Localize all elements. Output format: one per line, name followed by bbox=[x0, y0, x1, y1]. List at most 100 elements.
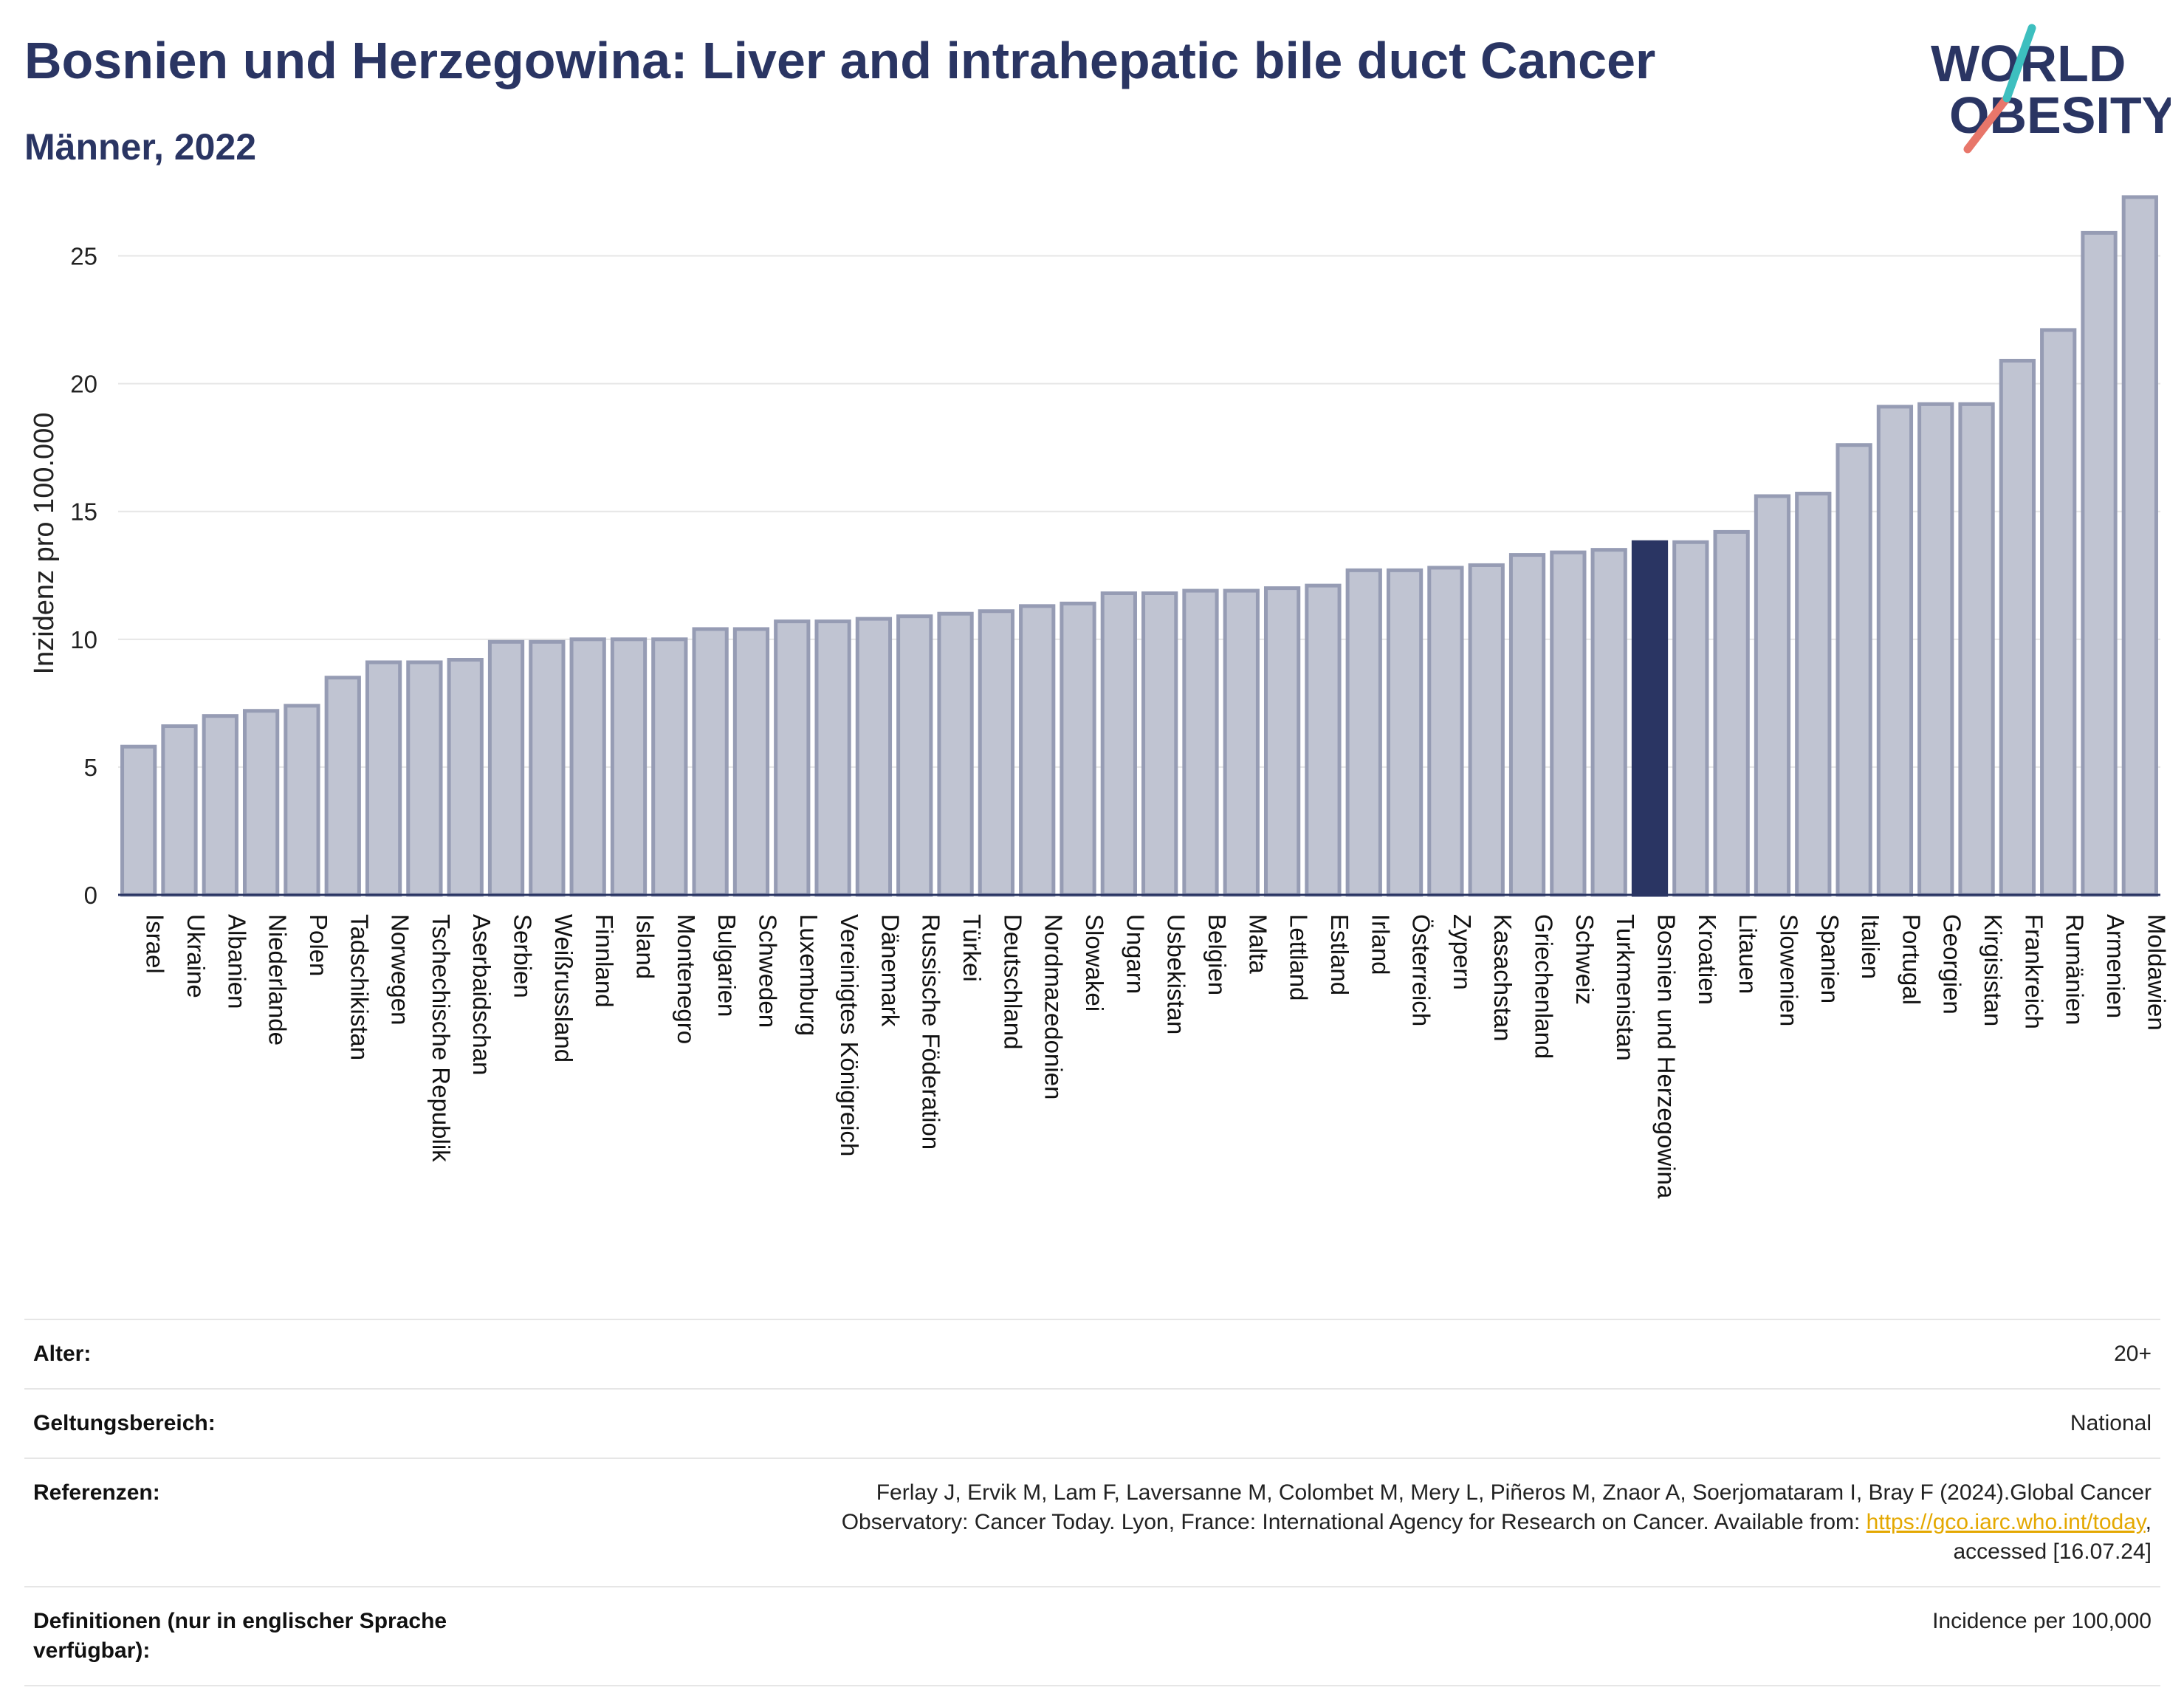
bar bbox=[1223, 588, 1260, 897]
bar bbox=[1795, 491, 1832, 897]
x-tick-label: Aserbaidschan bbox=[468, 914, 495, 1075]
metadata-table: Alter: 20+ Geltungsbereich: National Ref… bbox=[24, 1319, 2160, 1686]
x-tick-label: Litauen bbox=[1734, 914, 1762, 994]
bar bbox=[1999, 358, 2036, 897]
x-tick-label: Weißrussland bbox=[550, 914, 577, 1062]
bar bbox=[324, 676, 361, 897]
x-tick-label: Lettland bbox=[1285, 914, 1313, 1000]
meta-key-scope: Geltungsbereich: bbox=[33, 1411, 216, 1435]
reference-link[interactable]: https://gco.iarc.who.int/today bbox=[1866, 1510, 2146, 1534]
x-tick-label: Georgien bbox=[1939, 914, 1966, 1014]
reference-line-2-text: Observatory: Cancer Today. Lyon, France:… bbox=[841, 1510, 1867, 1534]
y-tick-label: 5 bbox=[84, 754, 97, 781]
meta-row-age: Alter: 20+ bbox=[24, 1319, 2160, 1388]
x-tick-label: Island bbox=[632, 914, 659, 979]
x-tick-label: Deutschland bbox=[999, 914, 1026, 1049]
bar bbox=[1958, 402, 1995, 897]
bar bbox=[2121, 195, 2158, 897]
x-tick-label: Malta bbox=[1244, 914, 1271, 974]
meta-key-references: Referenzen: bbox=[33, 1480, 160, 1505]
x-tick-label: Israel bbox=[142, 914, 169, 974]
bar bbox=[1182, 588, 1219, 897]
chart-title: Bosnien und Herzegowina: Liver and intra… bbox=[24, 32, 1656, 89]
x-tick-label: Irland bbox=[1367, 914, 1394, 975]
x-tick-label: Bosnien und Herzegowina bbox=[1653, 914, 1680, 1199]
x-tick-label: Ukraine bbox=[182, 914, 210, 998]
bar bbox=[1019, 604, 1056, 897]
x-tick-label: Spanien bbox=[1816, 914, 1844, 1003]
bar bbox=[814, 619, 851, 897]
bar bbox=[1345, 568, 1382, 897]
x-tick-label: Portugal bbox=[1898, 914, 1925, 1005]
x-tick-label: Nordmazedonien bbox=[1040, 914, 1068, 1099]
reference-line-3: accessed [16.07.24] bbox=[1953, 1539, 2152, 1564]
x-tick-label: Polen bbox=[305, 914, 332, 976]
bar bbox=[1836, 443, 1872, 897]
x-tick-label: Estland bbox=[1326, 914, 1353, 995]
bar bbox=[732, 627, 770, 897]
x-tick-label: Norwegen bbox=[387, 914, 414, 1025]
meta-row-references: Referenzen: Ferlay J, Ervik M, Lam F, La… bbox=[24, 1458, 2160, 1586]
meta-val-age: 20+ bbox=[2114, 1342, 2152, 1366]
bar bbox=[1550, 550, 1587, 897]
bar bbox=[161, 724, 198, 897]
bar bbox=[120, 744, 157, 897]
x-tick-label: Griechenland bbox=[1531, 914, 1558, 1059]
x-tick-label: Dänemark bbox=[876, 914, 904, 1027]
world-obesity-logo: WORLD OBESITY bbox=[1931, 24, 2171, 154]
bar bbox=[2081, 230, 2118, 897]
reference-line-2-comma: , bbox=[2145, 1510, 2152, 1534]
x-tick-label: Schweiz bbox=[1571, 914, 1598, 1005]
bar bbox=[692, 627, 729, 897]
bar bbox=[1305, 583, 1342, 897]
y-tick-label: 10 bbox=[70, 626, 97, 653]
x-tick-label: Albanien bbox=[223, 914, 250, 1009]
bar bbox=[447, 658, 484, 897]
x-tick-label: Finnland bbox=[591, 914, 618, 1008]
bar bbox=[978, 609, 1015, 897]
x-tick-label: Frankreich bbox=[2020, 914, 2047, 1029]
x-tick-label: Zypern bbox=[1449, 914, 1476, 990]
bar bbox=[284, 704, 320, 897]
x-tick-label: Serbien bbox=[509, 914, 537, 998]
logo-slash-coral bbox=[1963, 94, 2011, 154]
meta-row-definitions: Definitionen (nur in englischer Sprache … bbox=[24, 1586, 2160, 1686]
reference-line-2: Observatory: Cancer Today. Lyon, France:… bbox=[550, 1508, 2152, 1537]
logo-slash-teal bbox=[2002, 24, 2036, 103]
x-tick-label: Armenien bbox=[2102, 914, 2129, 1018]
bar bbox=[610, 637, 648, 897]
bar bbox=[855, 617, 893, 897]
bar bbox=[1917, 402, 1954, 897]
y-axis-title: Inzidenz pro 100.000 bbox=[29, 413, 60, 675]
x-tick-label: Kasachstan bbox=[1489, 914, 1517, 1041]
bar bbox=[2040, 328, 2077, 897]
x-tick-label: Tschechische Republik bbox=[427, 914, 455, 1162]
bar bbox=[569, 637, 606, 897]
reference-line-1: Ferlay J, Ervik M, Lam F, Laversanne M, … bbox=[876, 1480, 2152, 1505]
x-tick-label: Montenegro bbox=[673, 914, 700, 1044]
bar bbox=[202, 714, 238, 897]
bar bbox=[937, 611, 974, 897]
bar bbox=[1672, 540, 1709, 897]
bar bbox=[1631, 540, 1669, 897]
bar bbox=[896, 614, 933, 897]
bar bbox=[1876, 405, 1914, 897]
bar bbox=[1060, 601, 1096, 897]
bar bbox=[1386, 568, 1424, 897]
x-tick-label: Kroatien bbox=[1694, 914, 1721, 1005]
x-tick-label: Moldawien bbox=[2143, 914, 2170, 1031]
bar bbox=[1141, 591, 1178, 897]
bar bbox=[529, 639, 566, 897]
meta-val-scope: National bbox=[2070, 1411, 2152, 1435]
x-tick-label: Ungarn bbox=[1122, 914, 1149, 994]
bar bbox=[1508, 553, 1546, 897]
x-tick-label: Bulgarien bbox=[713, 914, 741, 1017]
x-tick-label: Vereinigtes Königreich bbox=[836, 914, 863, 1156]
x-tick-label: Türkei bbox=[958, 914, 986, 982]
logo-line2: OBESITY bbox=[1949, 86, 2171, 144]
chart-subtitle: Männer, 2022 bbox=[24, 126, 257, 168]
meta-row-scope: Geltungsbereich: National bbox=[24, 1388, 2160, 1458]
bar bbox=[242, 709, 280, 897]
meta-val-definitions: Incidence per 100,000 bbox=[1932, 1609, 2152, 1633]
y-tick-label: 15 bbox=[70, 498, 97, 526]
